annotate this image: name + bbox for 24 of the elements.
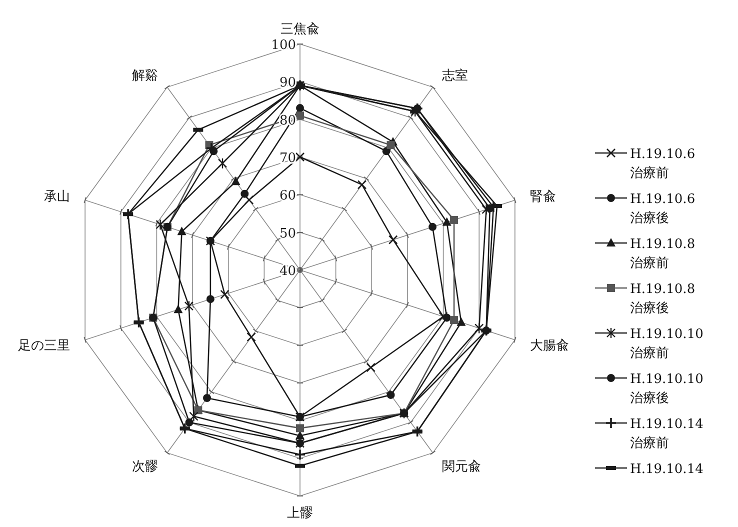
y-tick-label: 100 [271,38,296,53]
y-tick-label: 70 [279,151,296,166]
legend-label: H.19.10.8 治療後 [630,282,696,316]
spoke-label: 志室 [442,67,468,84]
spoke-label: 足の三里 [18,338,70,354]
legend-label: H.19.10.10 治療後 [630,372,704,406]
legend-label: H.19.10.8 治療前 [630,237,696,271]
spoke-label: 上髎 [287,506,313,521]
legend-label: H.19.10.14 治療前 [630,417,704,451]
y-tick-label: 40 [279,264,296,279]
legend-label: H.19.10.6 治療後 [630,192,696,226]
y-tick-label: 60 [279,188,296,204]
spoke-label: 関元兪 [442,460,482,475]
y-tick-label: 90 [279,76,296,91]
spoke-label: 大腸兪 [530,338,569,354]
legend-label: H.19.10.10 治療前 [630,327,704,361]
spoke-label: 承山 [44,189,70,204]
spoke-label: 三焦兪 [280,22,320,38]
spoke-label: 腎兪 [530,189,556,204]
spoke-label: 解谿 [132,68,158,84]
legend-label: H.19.10.14 [630,462,704,477]
y-tick-label: 50 [279,226,296,242]
spoke-label: 次髎 [132,460,158,475]
legend-label: H.19.10.6 治療前 [630,147,696,181]
